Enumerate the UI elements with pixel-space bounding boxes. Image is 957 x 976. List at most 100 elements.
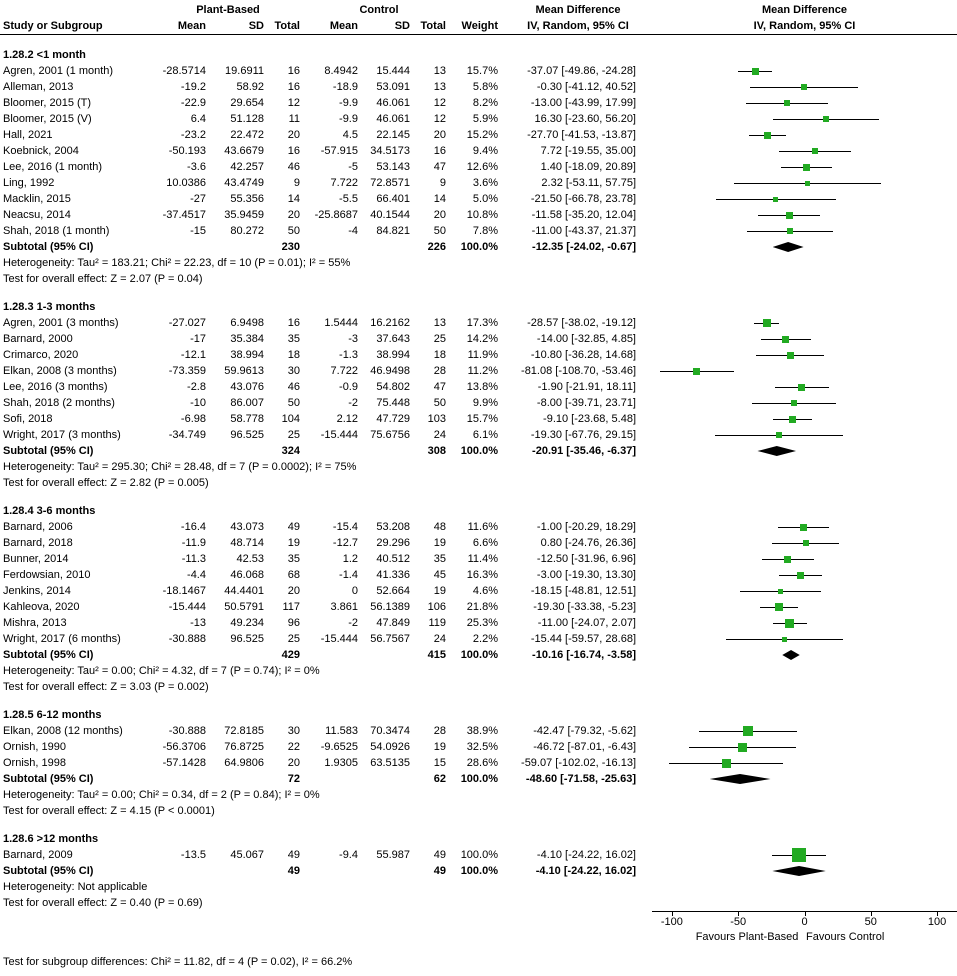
pb-sd: 48.714 xyxy=(230,537,264,549)
pb-sd: 42.53 xyxy=(236,553,264,565)
pb-total-sum: 230 xyxy=(281,241,300,253)
effect-square xyxy=(799,523,807,531)
control-total: 15 xyxy=(433,757,446,769)
control-sd-header: SD xyxy=(394,20,410,32)
control-total: 16 xyxy=(433,145,446,157)
study-row: Ferdowsian, 2010 -4.4 46.068 68 -1.4 41.336 45… xyxy=(0,567,957,583)
axis-tick xyxy=(804,912,806,916)
control-sd: 37.643 xyxy=(376,333,410,345)
subtotal-row: Subtotal (95% CI) 230 226 100.0% -12.35 [-24… xyxy=(0,239,957,255)
study-plot-cell xyxy=(652,379,957,395)
subgroup-difference-note: Test for subgroup differences: Chi² = 11… xyxy=(3,956,353,968)
effect-square xyxy=(782,335,790,343)
study-plot-cell xyxy=(652,427,957,443)
favours-right-label: Favours Control xyxy=(806,931,885,943)
effect-square xyxy=(811,148,818,154)
pb-sd: 80.272 xyxy=(230,225,264,237)
pb-mean: -27 xyxy=(190,193,206,205)
control-mean: -5 xyxy=(348,161,358,173)
empty-cell xyxy=(150,771,212,787)
axis-tick-label: -100 xyxy=(660,916,683,928)
weight: 8.2% xyxy=(472,97,498,109)
control-mean: -4 xyxy=(348,225,358,237)
study-plot-cell xyxy=(652,847,957,863)
control-sd: 34.5173 xyxy=(370,145,410,157)
subgroup-title: 1.28.4 3-6 months xyxy=(3,505,96,517)
weight: 6.6% xyxy=(472,537,498,549)
weight: 3.6% xyxy=(472,177,498,189)
axis-tick xyxy=(937,912,939,916)
empty-plot-cell xyxy=(652,475,957,491)
control-sd: 75.6756 xyxy=(370,429,410,441)
control-total: 103 xyxy=(427,413,446,425)
study-plot-cell xyxy=(652,143,957,159)
pb-sd-header: SD xyxy=(248,20,264,32)
control-sd: 56.1389 xyxy=(370,601,410,613)
pb-total: 96 xyxy=(287,617,300,629)
subtotal-md-text: -12.35 [-24.02, -0.67] xyxy=(532,241,636,253)
favours-left-label: Favours Plant-Based xyxy=(695,931,799,943)
control-sd: 84.821 xyxy=(376,225,410,237)
study-plot-cell xyxy=(652,535,957,551)
study-row: Barnard, 2006 -16.4 43.073 49 -15.4 53.208 48 1… xyxy=(0,519,957,535)
pb-sd: 19.6911 xyxy=(225,65,264,77)
md-ci-text: -37.07 [-49.86, -24.28] xyxy=(527,65,636,77)
effect-square xyxy=(802,540,809,546)
md-ci-text: -19.30 [-67.76, 29.15] xyxy=(530,429,636,441)
md-ci-text: -8.00 [-39.71, 23.71] xyxy=(536,397,636,409)
axis-tick-label: 100 xyxy=(927,916,947,928)
control-sd: 38.994 xyxy=(376,349,410,361)
weight: 15.7% xyxy=(466,413,498,425)
control-mean: 1.5444 xyxy=(324,317,358,329)
control-total: 47 xyxy=(433,381,446,393)
md-plot-column-title: Mean Difference xyxy=(762,4,847,16)
control-total: 20 xyxy=(433,129,446,141)
md-ci-text: -15.44 [-59.57, 28.68] xyxy=(530,633,636,645)
group-header-row: Plant-Based Control Mean Difference Mean… xyxy=(0,2,957,18)
control-mean: -1.4 xyxy=(339,569,358,581)
overall-effect-note: Test for overall effect: Z = 3.03 (P = 0… xyxy=(0,679,957,695)
study-plot-cell xyxy=(652,79,957,95)
empty-cell xyxy=(364,771,416,787)
effect-square xyxy=(801,84,808,90)
control-group-header: Control xyxy=(359,4,399,16)
study-column-header: Study or Subgroup xyxy=(3,20,103,32)
empty-cell xyxy=(306,443,364,459)
control-total: 14 xyxy=(433,193,446,205)
control-total: 35 xyxy=(433,553,446,565)
pb-total: 20 xyxy=(287,757,300,769)
pb-sd: 50.5791 xyxy=(224,601,264,613)
pb-mean: -10 xyxy=(190,397,206,409)
control-sd: 53.208 xyxy=(376,521,410,533)
pb-mean-header: Mean xyxy=(177,20,206,32)
control-total: 49 xyxy=(433,849,446,861)
pb-mean: -2.8 xyxy=(187,381,206,393)
control-mean: -9.4 xyxy=(339,849,358,861)
heterogeneity-note: Heterogeneity: Tau² = 0.00; Chi² = 4.32,… xyxy=(0,663,957,679)
effect-square xyxy=(764,131,772,139)
pb-total: 18 xyxy=(287,349,300,361)
empty-plot-cell xyxy=(652,803,957,819)
md-ci-text: -21.50 [-66.78, 23.78] xyxy=(530,193,636,205)
study-name: Elkan, 2008 (12 months) xyxy=(3,725,123,737)
empty-cell xyxy=(306,771,364,787)
md-ci-text: -0.30 [-41.12, 40.52] xyxy=(536,81,636,93)
pb-sd: 96.525 xyxy=(230,633,264,645)
control-total: 9 xyxy=(439,177,446,189)
study-name: Barnard, 2006 xyxy=(3,521,73,533)
subtotal-diamond xyxy=(772,866,826,876)
pb-sd: 38.994 xyxy=(230,349,264,361)
weight: 5.9% xyxy=(472,113,498,125)
pb-total: 50 xyxy=(287,397,300,409)
pb-sd: 6.9498 xyxy=(230,317,264,329)
weight-sum: 100.0% xyxy=(460,241,498,253)
control-total: 45 xyxy=(433,569,446,581)
control-sd: 52.664 xyxy=(376,585,410,597)
subtotal-row: Subtotal (95% CI) 72 62 100.0% -48.60 [-71.5… xyxy=(0,771,957,787)
pb-sd: 51.128 xyxy=(230,113,264,125)
weight: 16.3% xyxy=(466,569,498,581)
md-ci-text: -13.00 [-43.99, 17.99] xyxy=(530,97,636,109)
favours-labels: Favours Plant-Based Favours Control xyxy=(652,930,957,945)
study-plot-cell xyxy=(652,111,957,127)
subtotal-label: Subtotal (95% CI) xyxy=(3,445,94,457)
